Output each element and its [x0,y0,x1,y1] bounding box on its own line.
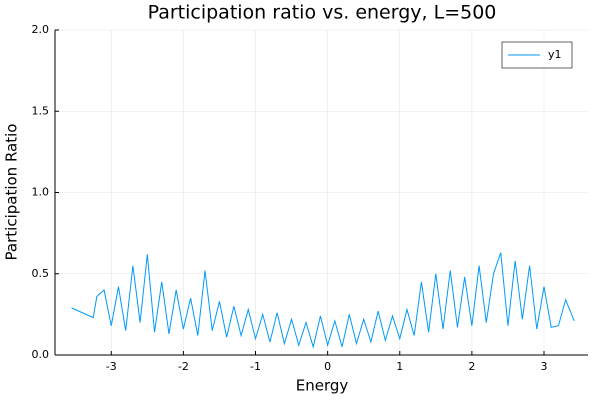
x-tick-label: -3 [106,360,117,373]
legend-label: y1 [548,48,562,61]
x-tick-label: 0 [324,360,331,373]
y-tick-label: 2.0 [32,23,50,36]
x-axis-label: Energy [296,377,349,395]
x-tick-label: -1 [250,360,261,373]
y-tick-label: 0.0 [32,348,50,361]
y-tick-label: 1.0 [32,186,50,199]
y-axis-label: Participation Ratio [3,124,21,261]
x-tick-label: 1 [396,360,403,373]
y-tick-label: 1.5 [32,104,50,117]
x-tick-label: -2 [178,360,189,373]
chart-title: Participation ratio vs. energy, L=500 [148,2,497,24]
y-tick-label: 0.5 [32,267,50,280]
x-tick-label: 2 [468,360,475,373]
data-line [71,252,575,349]
x-tick-label: 3 [541,360,548,373]
